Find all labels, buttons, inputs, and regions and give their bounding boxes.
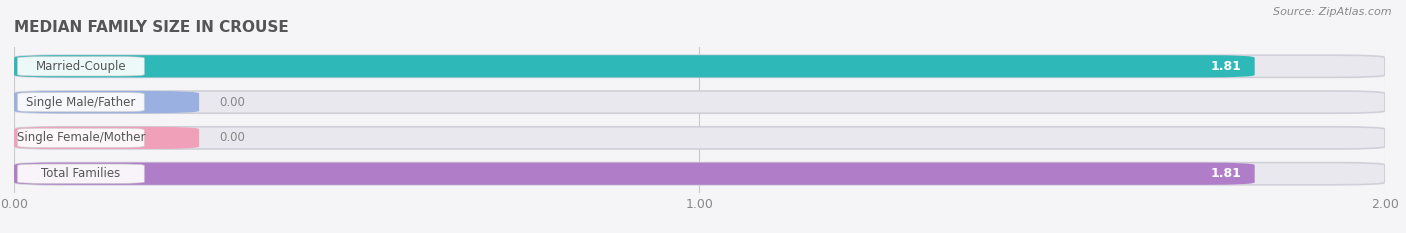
FancyBboxPatch shape bbox=[14, 55, 1385, 77]
FancyBboxPatch shape bbox=[14, 163, 1254, 185]
FancyBboxPatch shape bbox=[17, 57, 145, 76]
FancyBboxPatch shape bbox=[14, 163, 1385, 185]
Text: MEDIAN FAMILY SIZE IN CROUSE: MEDIAN FAMILY SIZE IN CROUSE bbox=[14, 20, 288, 35]
FancyBboxPatch shape bbox=[17, 164, 145, 183]
FancyBboxPatch shape bbox=[14, 127, 1385, 149]
Text: 0.00: 0.00 bbox=[219, 96, 246, 109]
Text: 1.81: 1.81 bbox=[1211, 167, 1241, 180]
Text: Total Families: Total Families bbox=[41, 167, 121, 180]
FancyBboxPatch shape bbox=[14, 91, 1385, 113]
FancyBboxPatch shape bbox=[17, 128, 145, 147]
Text: Married-Couple: Married-Couple bbox=[35, 60, 127, 73]
FancyBboxPatch shape bbox=[14, 127, 200, 149]
Text: Single Male/Father: Single Male/Father bbox=[27, 96, 135, 109]
Text: Source: ZipAtlas.com: Source: ZipAtlas.com bbox=[1274, 7, 1392, 17]
FancyBboxPatch shape bbox=[17, 93, 145, 112]
Text: 0.00: 0.00 bbox=[219, 131, 246, 144]
FancyBboxPatch shape bbox=[14, 91, 200, 113]
FancyBboxPatch shape bbox=[14, 55, 1254, 77]
Text: 1.81: 1.81 bbox=[1211, 60, 1241, 73]
Text: Single Female/Mother: Single Female/Mother bbox=[17, 131, 145, 144]
